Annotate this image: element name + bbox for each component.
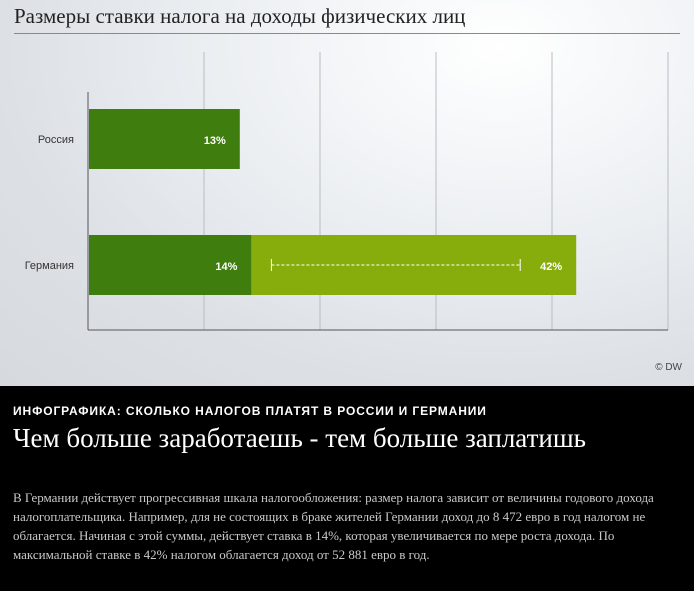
caption-kicker: ИНФОГРАФИКА: СКОЛЬКО НАЛОГОВ ПЛАТЯТ В РО…	[13, 404, 487, 418]
caption-headline: Чем больше заработаешь - тем больше запл…	[13, 423, 586, 453]
category-label: Россия	[38, 134, 74, 146]
title-rule	[14, 33, 680, 34]
chart-panel: Размеры ставки налога на доходы физическ…	[0, 0, 694, 386]
caption-panel: ИНФОГРАФИКА: СКОЛЬКО НАЛОГОВ ПЛАТЯТ В РО…	[0, 386, 694, 591]
label-layer: Россия 13% Германия 14% 42%	[25, 134, 563, 273]
bar	[89, 235, 252, 295]
data-label: 13%	[204, 135, 226, 147]
chart-title: Размеры ставки налога на доходы физическ…	[14, 4, 466, 28]
bar	[89, 109, 240, 169]
data-label: 14%	[215, 261, 237, 273]
bar-chart: Россия 13% Германия 14% 42%	[25, 52, 669, 331]
caption-body: В Германии действует прогрессивная шкала…	[13, 490, 654, 562]
bar-layer	[89, 109, 577, 295]
data-label: 42%	[540, 261, 562, 273]
credit-label: © DW	[655, 362, 682, 373]
category-label: Германия	[25, 260, 74, 272]
